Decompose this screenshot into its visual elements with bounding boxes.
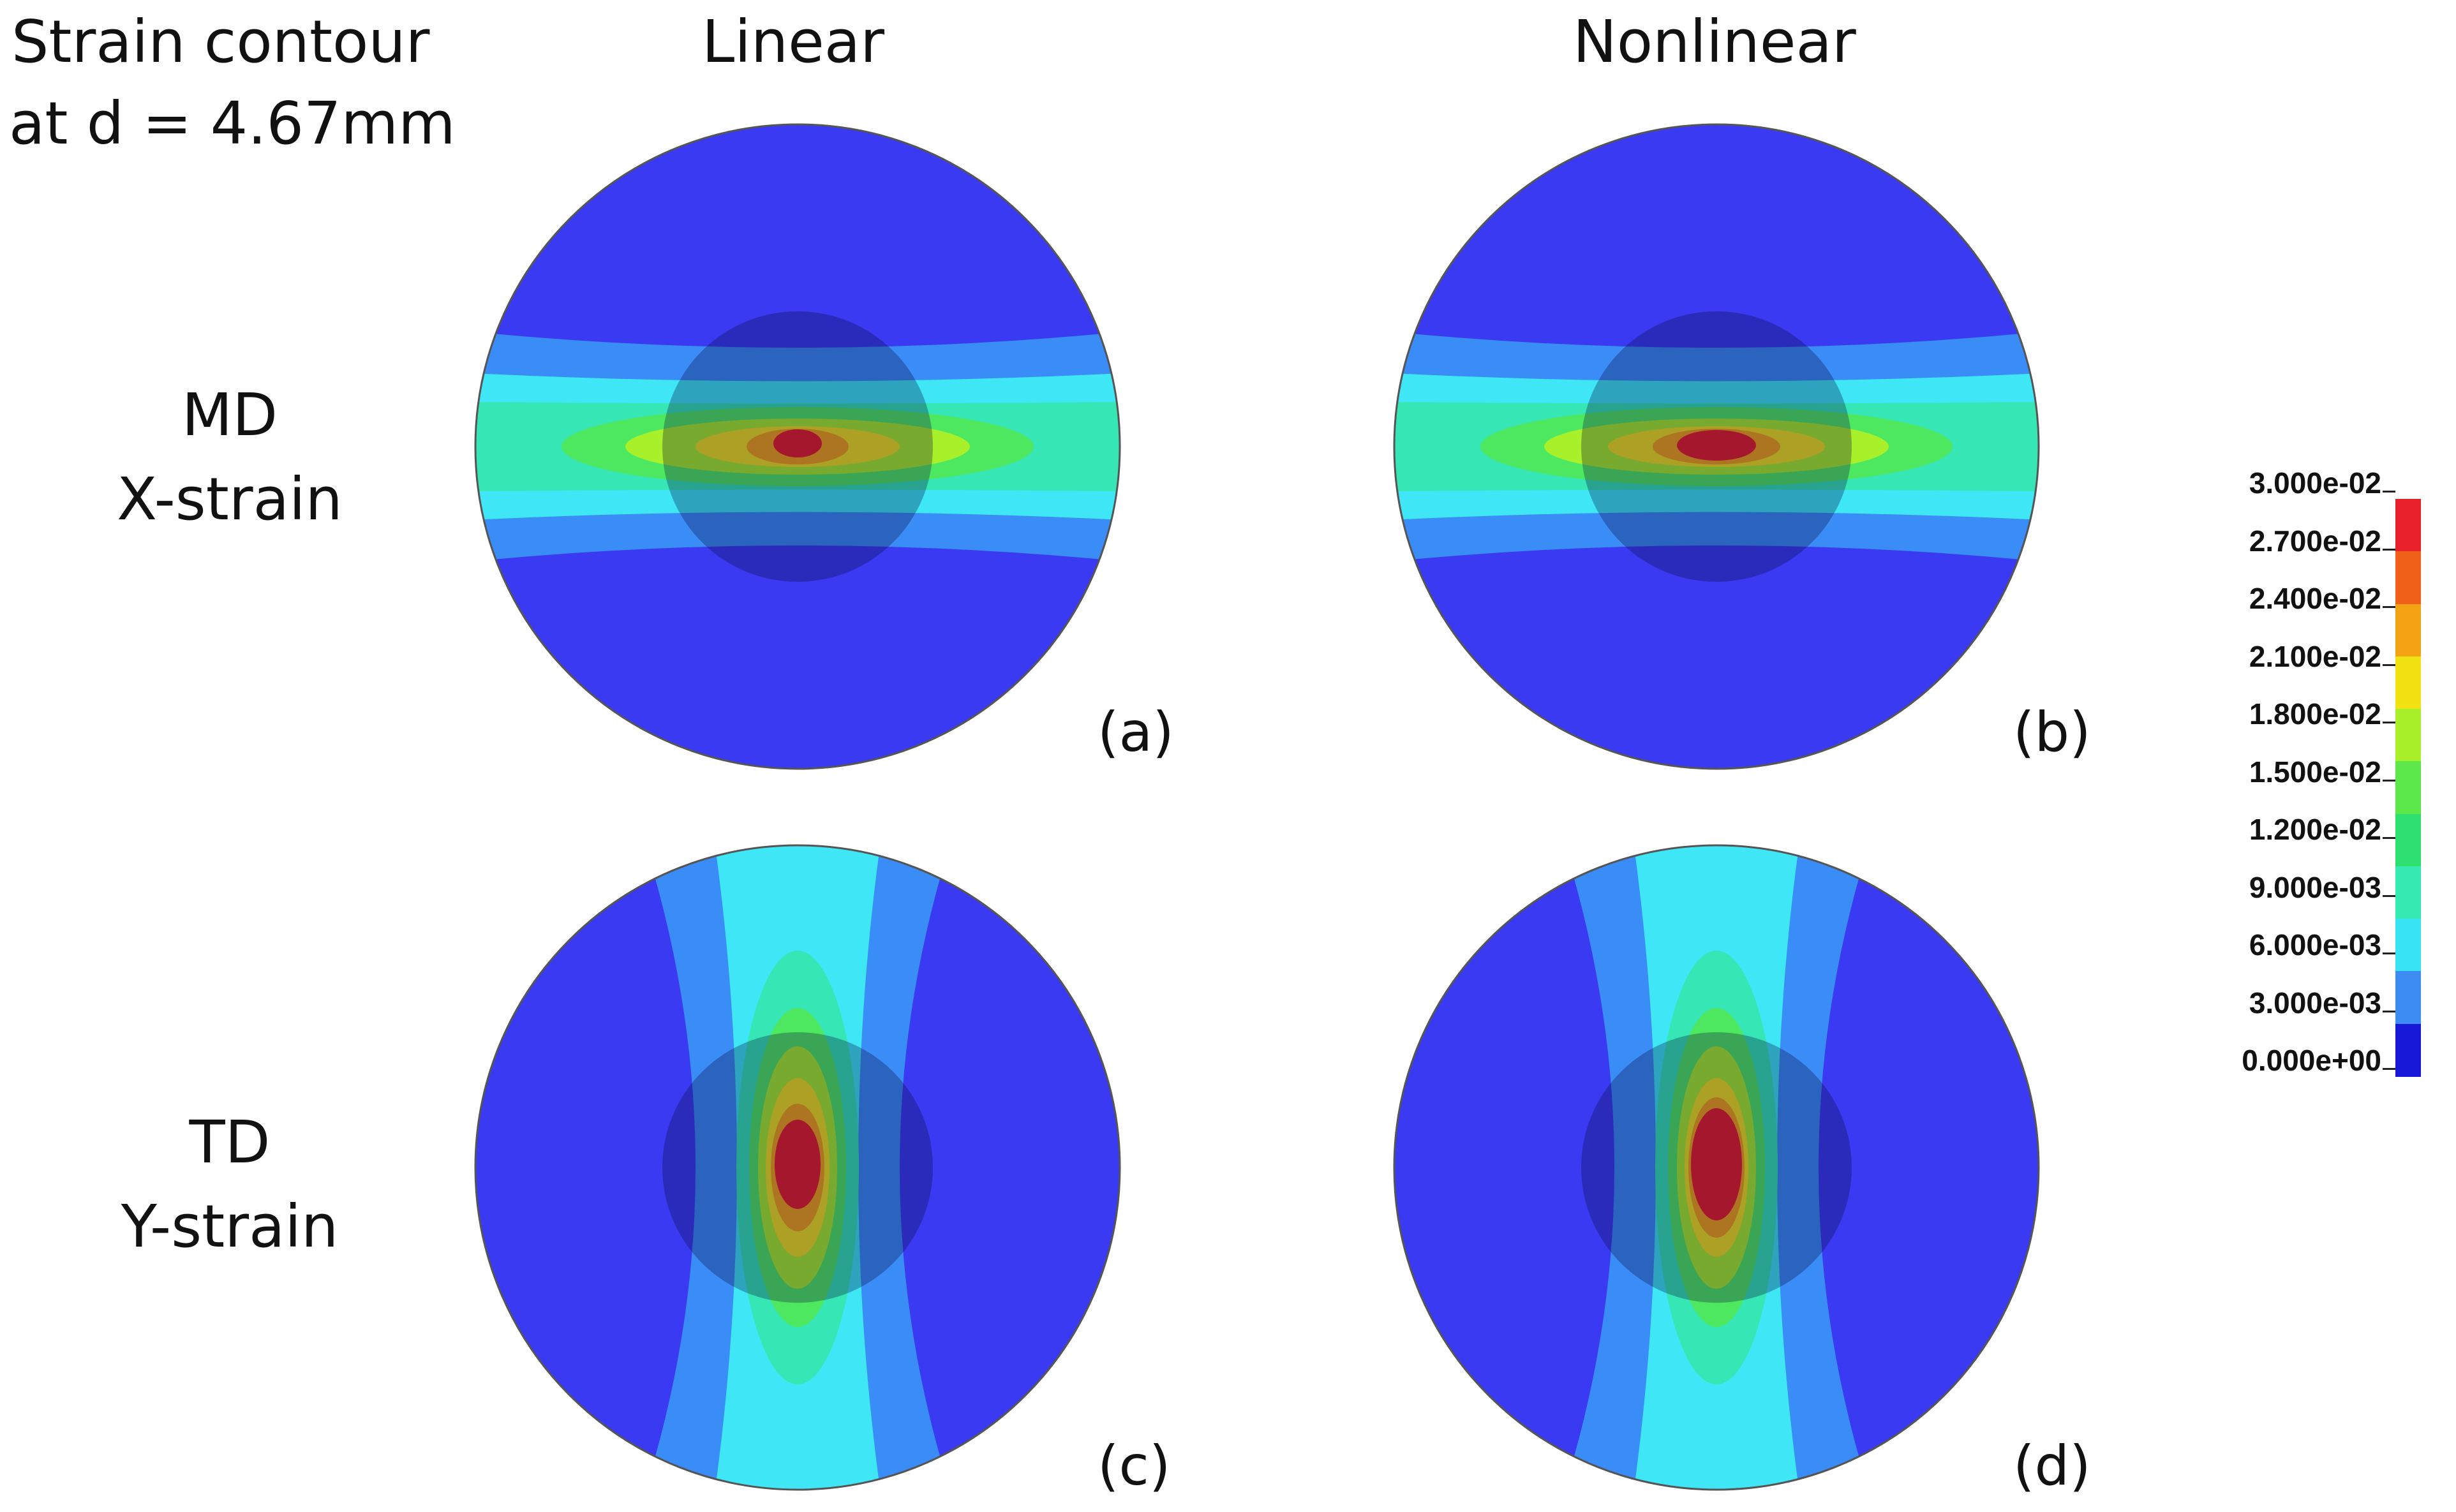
row-label-td: TD Y-strain [96,1101,364,1269]
legend-tick-mark [2383,722,2395,723]
contour-peak-red [1691,1108,1742,1220]
column-header-linear: Linear [702,8,884,76]
indenter-shadow [1581,311,1852,582]
row-label-md-line1: MD [181,381,278,449]
caption-line-2: at d = 4.67mm [9,89,456,158]
row-label-md-line2: X-strain [117,465,343,533]
specimen-outline [1393,123,2040,770]
panel-label-d: (d) [2013,1434,2091,1498]
legend-tick-label: 3.000e-03 [2249,986,2381,1019]
legend-tick-mark [2383,1068,2395,1070]
legend-color-swatch [2395,813,2421,867]
specimen-outline [474,123,1121,770]
legend-color-swatch [2395,551,2421,605]
legend-tick-mark [2383,894,2395,897]
legend-tick-label: 3.000e-02 [2249,466,2381,500]
row-label-td-line1: TD [189,1108,271,1176]
panel-label-c: (c) [1098,1434,1171,1498]
color-legend: 3.000e-02 2.700e-02 2.400e-02 2.100e-02 1.80… [2214,459,2444,1077]
legend-tick-mark [2383,548,2395,551]
legend-tick-label: 1.200e-02 [2249,813,2381,846]
contour-panel-c [474,844,1121,1491]
legend-tick-label: 2.100e-02 [2249,639,2381,673]
legend-tick-mark [2383,1010,2395,1012]
legend-tick-mark [2383,837,2395,839]
contour-peak-red [773,429,822,457]
panel-label-a: (a) [1098,700,1174,764]
legend-tick-label: 1.500e-02 [2249,755,2381,789]
contour-panel-b [1393,123,2040,770]
legend-tick-label: 9.000e-03 [2249,870,2381,904]
caption-line-1: Strain contour [11,8,430,76]
legend-tick-mark [2383,779,2395,782]
legend-tick-label: 2.400e-02 [2249,582,2381,615]
legend-tick-label: 1.800e-02 [2249,697,2381,730]
legend-tick-mark [2383,606,2395,608]
legend-color-swatch [2395,761,2421,815]
legend-color-swatch [2395,866,2421,920]
contour-peak-red [775,1120,821,1209]
specimen-outline [474,844,1121,1491]
legend-color-swatch [2395,971,2421,1025]
legend-tick-label: 2.700e-02 [2249,524,2381,558]
legend-color-swatch [2395,604,2421,657]
legend-tick-mark [2383,663,2395,666]
legend-tick-label: 0.000e+00 [2242,1044,2381,1077]
specimen-outline [1393,844,2040,1491]
contour-panel-d [1393,844,2040,1491]
contour-panel-a [474,123,1121,770]
legend-color-swatch [2395,1023,2421,1077]
column-header-nonlinear: Nonlinear [1573,8,1856,76]
legend-tick-mark [2383,491,2395,493]
contour-peak-red [1677,430,1756,461]
legend-tick-mark [2383,952,2395,954]
panel-label-b: (b) [2013,700,2091,764]
legend-color-swatch [2395,919,2421,972]
legend-color-swatch [2395,656,2421,710]
indenter-shadow [1581,1032,1852,1303]
row-label-md: MD X-strain [96,373,364,542]
legend-color-swatch [2395,709,2421,762]
row-label-td-line2: Y-strain [121,1192,339,1261]
legend-color-swatch [2395,499,2421,552]
indenter-shadow [662,311,933,582]
legend-tick-label: 6.000e-03 [2249,928,2381,961]
indenter-shadow [662,1032,933,1303]
